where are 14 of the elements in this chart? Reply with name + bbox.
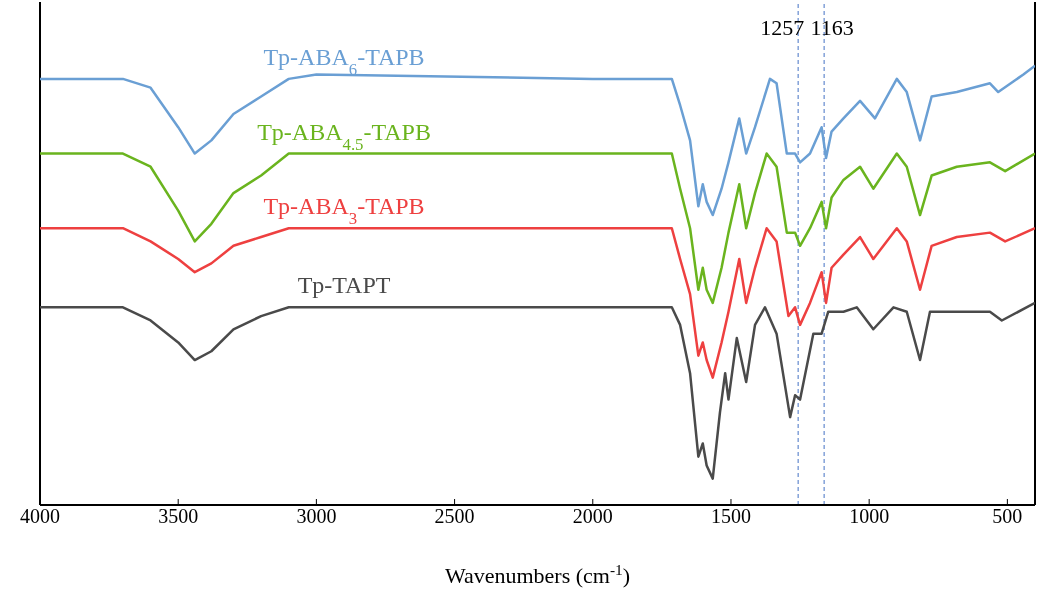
x-tick-label: 4000 [20,505,60,528]
x-tick-label: 3500 [158,505,199,528]
ref-line-label: 1163 [810,15,854,40]
x-tick-label: 2500 [434,505,475,528]
series-label: Tp-TAPT [297,272,391,299]
x-tick-label: 1500 [710,505,751,528]
ref-line-label: 1257 [760,15,805,40]
x-axis-title: Wavenumbers (cm$^{-1}$) [444,560,631,588]
x-tick-label: 500 [992,505,1023,528]
x-tick-label: 1000 [849,505,890,528]
x-tick-label: 3000 [296,505,337,528]
x-tick-label: 2000 [572,505,613,528]
series-label: Tp-ABA$_{4.5}$-TAPB [257,118,431,154]
series-label: Tp-ABA$_{3}$-TAPB [263,193,425,228]
